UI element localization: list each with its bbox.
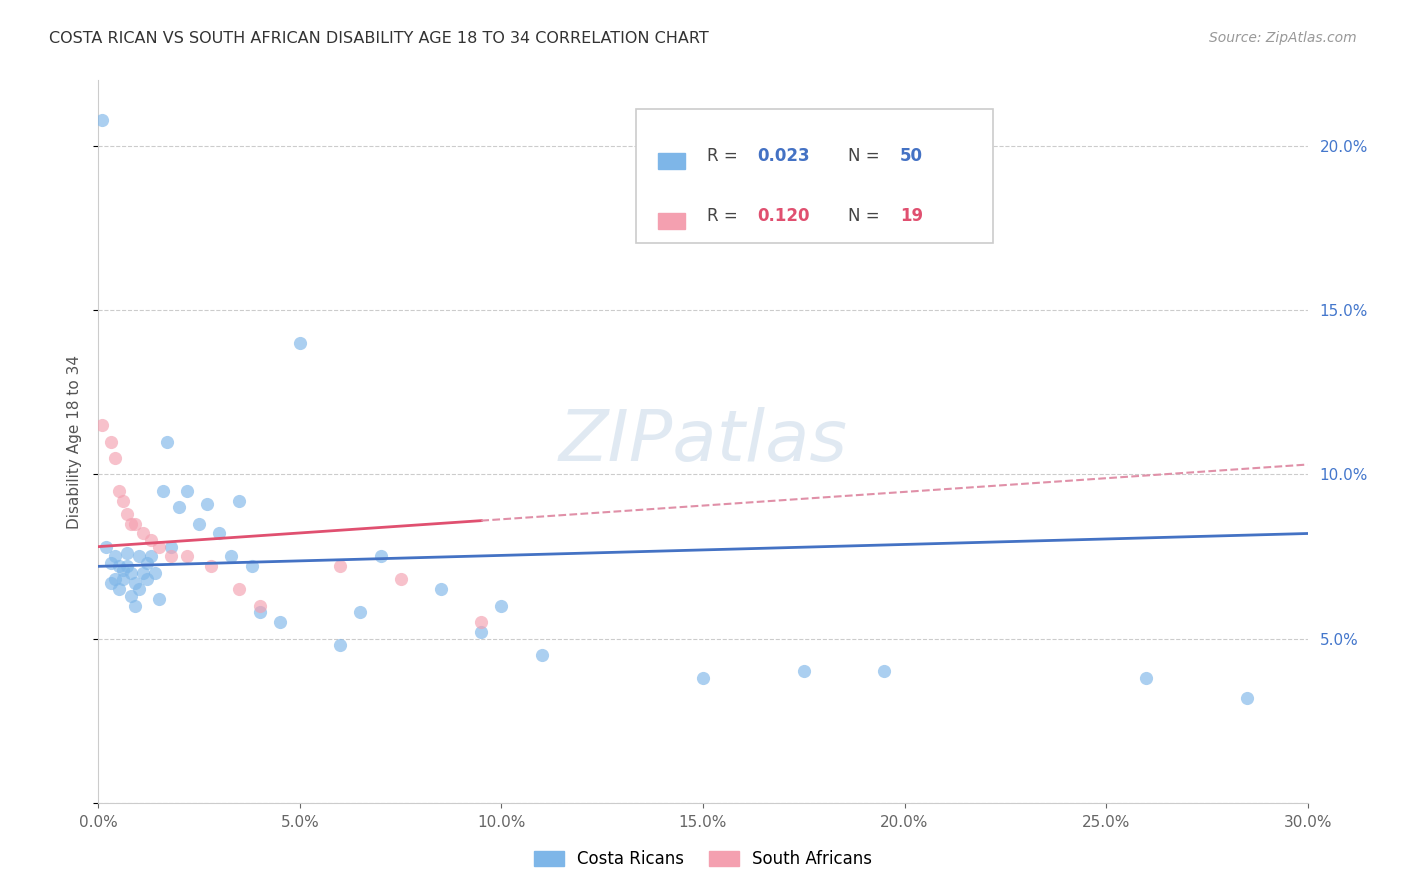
Point [195,497,218,511]
Point [132,566,155,580]
Point [329,559,352,574]
Point [115,507,138,521]
Point [128,582,150,597]
Text: 50: 50 [900,147,924,165]
Text: 0.023: 0.023 [758,147,810,165]
Point [152,483,174,498]
Point [269,615,291,630]
Point [228,493,250,508]
Point [160,549,183,564]
Point [208,526,231,541]
Point [349,605,371,619]
Point [100,434,122,449]
Point [167,500,190,515]
Point [176,549,198,564]
Point [148,540,170,554]
Point [249,605,271,619]
Point [200,559,222,574]
Point [96,540,118,554]
Point [240,559,263,574]
Point [139,533,162,547]
Point [120,589,142,603]
Point [103,573,125,587]
Point [470,615,492,630]
Point [430,582,453,597]
Point [160,540,183,554]
Text: R =: R = [707,207,742,225]
Point [111,573,134,587]
Point [148,592,170,607]
Point [135,573,157,587]
FancyBboxPatch shape [637,109,993,243]
Point [132,526,155,541]
Point [100,575,122,590]
Point [103,549,125,564]
Point [288,336,311,351]
Point [139,549,162,564]
Point [530,648,553,662]
Point [228,582,250,597]
Point [115,559,138,574]
Point [120,516,142,531]
Text: 19: 19 [900,207,924,225]
Point [107,559,129,574]
Text: R =: R = [707,147,742,165]
Point [128,549,150,564]
Point [156,434,179,449]
Y-axis label: Disability Age 18 to 34: Disability Age 18 to 34 [67,354,83,529]
Point [389,573,412,587]
Text: COSTA RICAN VS SOUTH AFRICAN DISABILITY AGE 18 TO 34 CORRELATION CHART: COSTA RICAN VS SOUTH AFRICAN DISABILITY … [49,31,709,46]
Text: N =: N = [848,147,884,165]
Point [692,671,714,685]
Point [124,575,146,590]
Point [873,665,896,679]
Text: 0.120: 0.120 [758,207,810,225]
Point [1135,671,1157,685]
Point [115,546,138,560]
Point [793,665,815,679]
Point [107,582,129,597]
Point [111,563,134,577]
Point [249,599,271,613]
Point [107,483,129,498]
Text: ZIPatlas: ZIPatlas [558,407,848,476]
Point [124,516,146,531]
Point [91,112,114,127]
Point [135,556,157,570]
Point [111,493,134,508]
Point [124,599,146,613]
Text: Source: ZipAtlas.com: Source: ZipAtlas.com [1209,31,1357,45]
Point [470,625,492,640]
Text: N =: N = [848,207,884,225]
Point [188,516,211,531]
Point [143,566,166,580]
FancyBboxPatch shape [658,213,685,229]
Point [120,566,142,580]
Point [329,638,352,652]
Point [221,549,243,564]
Legend: Costa Ricans, South Africans: Costa Ricans, South Africans [527,844,879,875]
Point [1236,690,1258,705]
Point [103,450,125,465]
Point [100,556,122,570]
Point [91,418,114,433]
FancyBboxPatch shape [658,153,685,169]
Point [491,599,513,613]
Point [370,549,392,564]
Point [176,483,198,498]
